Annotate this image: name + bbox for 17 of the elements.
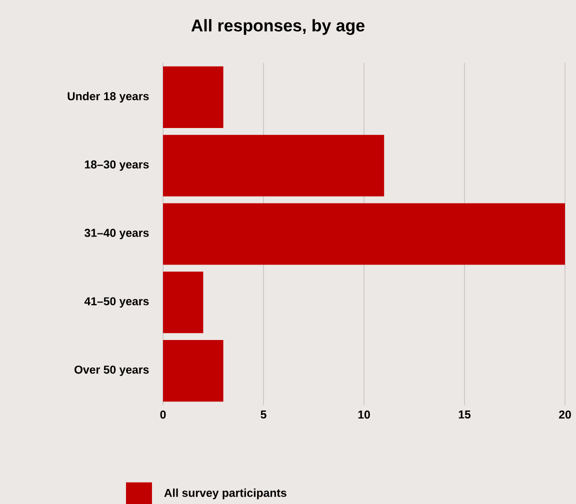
bar xyxy=(163,340,224,402)
chart-title: All responses, by age xyxy=(191,19,364,35)
y-tick-label: 41–50 years xyxy=(84,297,149,308)
x-tick-label: 15 xyxy=(458,410,471,418)
y-tick-label: 31–40 years xyxy=(84,228,149,240)
bar xyxy=(163,272,204,334)
y-tick-label: Over 50 years xyxy=(74,366,149,376)
y-tick-label: 18–30 years xyxy=(84,160,149,171)
bar xyxy=(163,203,566,265)
bar xyxy=(163,134,384,196)
x-tick-label: 20 xyxy=(559,410,571,419)
x-tick-label: 5 xyxy=(260,410,266,418)
bar xyxy=(163,66,224,128)
x-tick-label: 10 xyxy=(358,410,370,419)
y-tick-label: Under 18 years xyxy=(68,92,149,103)
legend-label: All survey participants xyxy=(164,488,286,500)
x-tick-label: 0 xyxy=(160,410,166,419)
